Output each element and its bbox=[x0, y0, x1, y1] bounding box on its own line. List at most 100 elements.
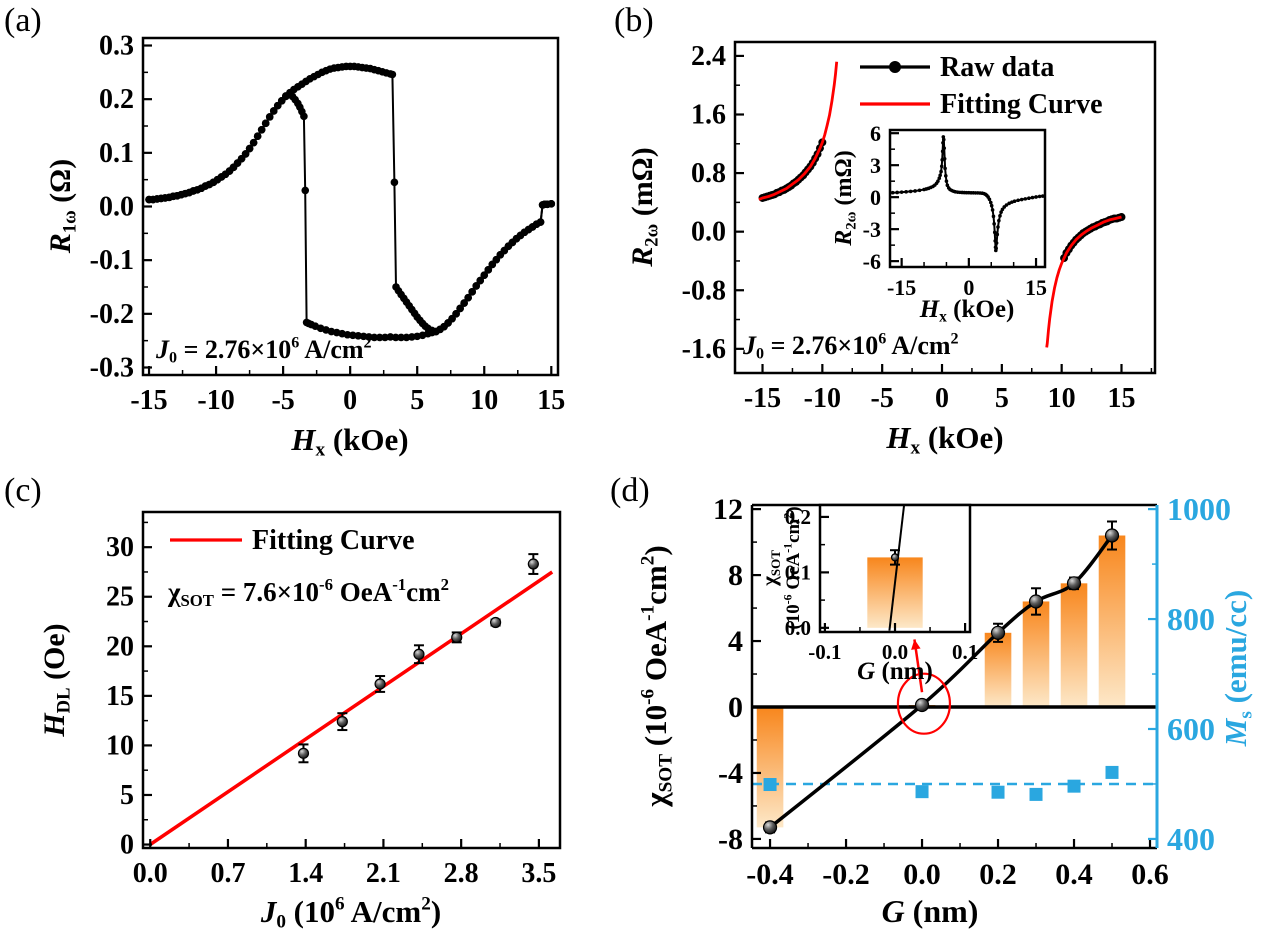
x-tick-label: 0.0 bbox=[903, 858, 941, 891]
x-tick-label: 0.0 bbox=[882, 640, 908, 664]
x-tick-label: 0.1 bbox=[952, 640, 978, 664]
y-tick-label: -0.8 bbox=[682, 275, 726, 306]
x-tick-label: 2.1 bbox=[366, 858, 401, 889]
y-tick-label: 10 bbox=[106, 730, 134, 761]
y-tick-label: 0.0 bbox=[691, 216, 726, 247]
panel-label-a: (a) bbox=[4, 2, 42, 39]
x-tick-label: -0.2 bbox=[822, 858, 870, 891]
panel-a: -15 -10 -5 0 5 10 15 0.3 0.2 0.1 0.0 -0.1 -0.2 -0.3 J0… bbox=[44, 30, 565, 461]
y-tick-label: -1.6 bbox=[682, 333, 726, 364]
x-axis-label: J0 (106 A/cm2) bbox=[260, 894, 441, 933]
y-tick-label: 0.1 bbox=[785, 560, 811, 584]
x-tick-label: 15 bbox=[1107, 383, 1135, 414]
x-tick-label: 10 bbox=[470, 385, 498, 416]
x-tick-label: 1.4 bbox=[288, 858, 323, 889]
y-tick-label: 25 bbox=[106, 581, 134, 612]
y-tick-label: -0.2 bbox=[90, 298, 134, 329]
y-tick-label: 4 bbox=[728, 625, 743, 658]
x-tick-label: -10 bbox=[197, 385, 234, 416]
legend-label: Fitting Curve bbox=[252, 525, 415, 556]
x-axis-label: Hx (kOe) bbox=[885, 420, 1003, 459]
x-tick-label: -5 bbox=[271, 385, 294, 416]
x-tick-label: 2.8 bbox=[444, 858, 479, 889]
y-tick-label: 0.2 bbox=[99, 84, 134, 115]
y-tick-label: 12 bbox=[713, 493, 743, 526]
series-sweep-from-negative-branch bbox=[145, 62, 556, 336]
x-tick-label: -0.1 bbox=[808, 640, 841, 664]
annotation: J0 = 2.76×106 A/cm2 bbox=[155, 335, 372, 367]
y-axis-label-line-2: (10-6 OeA-1cm2) bbox=[781, 506, 804, 629]
series-raw-data-negative-field bbox=[758, 138, 827, 202]
x-tick-label: 15 bbox=[537, 385, 565, 416]
y2-axis-label: Ms (emu/cc) bbox=[1218, 590, 1257, 747]
panel-label-d: (d) bbox=[610, 472, 650, 509]
y-axis-label: χSOT (10-6 OeA-1cm2) bbox=[638, 545, 677, 807]
y-tick-label: 0 bbox=[728, 691, 743, 724]
y-tick-label: 2.4 bbox=[691, 40, 726, 71]
y-tick-label: 20 bbox=[106, 631, 134, 662]
y-tick-label: -0.1 bbox=[90, 245, 134, 276]
x-tick-label: -15 bbox=[744, 383, 781, 414]
series-raw-data-positive-field bbox=[1060, 213, 1126, 263]
legend-marker-icon bbox=[889, 61, 901, 73]
series-zero-gap-bar bbox=[867, 557, 923, 628]
series-damping-like-field-vs-current bbox=[297, 553, 539, 764]
y-tick-label: -0.3 bbox=[90, 352, 134, 383]
y-tick-label: 1.6 bbox=[691, 99, 726, 130]
series-fitting-curve bbox=[149, 570, 554, 846]
y-tick-label: 30 bbox=[106, 532, 134, 563]
y2-tick-label: 800 bbox=[1167, 601, 1215, 637]
x-tick-label: -10 bbox=[804, 383, 841, 414]
legend-entry-raw-data: Raw data bbox=[860, 52, 1054, 83]
y-tick-label: 5 bbox=[120, 779, 134, 810]
y-tick-label: 0.8 bbox=[691, 158, 726, 189]
y-tick-label: 0.1 bbox=[99, 137, 134, 168]
panel-d: -0.4 -0.2 0.0 0.2 0.4 0.6 12 8 4 0 -4 -8 1000 800 600 4… bbox=[638, 491, 1257, 929]
y-tick-label: 0 bbox=[120, 829, 134, 860]
legend-entry-fitting-curve: Fitting Curve bbox=[860, 89, 1103, 120]
x-tick-label: 0.4 bbox=[1055, 858, 1093, 891]
y-axis-label-line-1: χSOT bbox=[757, 550, 783, 587]
x-tick-label: 0.7 bbox=[210, 858, 245, 889]
y2-tick-label: 400 bbox=[1167, 821, 1215, 857]
annotation: χSOT = 7.6×10-6 OeA-1cm2 bbox=[167, 575, 449, 610]
x-tick-label: -5 bbox=[871, 383, 894, 414]
annotation: J0 = 2.76×106 A/cm2 bbox=[742, 331, 959, 363]
x-tick-label: 5 bbox=[410, 385, 424, 416]
panel-label-b: (b) bbox=[614, 2, 654, 39]
y-tick-label: 8 bbox=[728, 559, 743, 592]
y-tick-label: -8 bbox=[718, 822, 743, 855]
y-tick-label: 0.0 bbox=[99, 191, 134, 222]
y-tick-label: -4 bbox=[718, 756, 743, 789]
panel-b-inset: -15 0 15 6 3 0 -3 -6 Hx (kOe) R2ω (mΩ) bbox=[831, 121, 1047, 326]
y-tick-label: -3 bbox=[863, 217, 881, 242]
y-tick-label: 15 bbox=[106, 680, 134, 711]
series-fitting-curve-negative-field bbox=[758, 61, 839, 201]
panel-d-inset: -0.1 0.0 0.10.20.10.0G (nm)χSOT(10-6 OeA-1… bbox=[757, 503, 978, 685]
panel-c: 0.0 0.7 1.4 2.1 2.8 3.5 30 25 20 15 10 5 0 χSOT = 7.6… bbox=[38, 510, 562, 933]
y-tick-label: 6 bbox=[870, 121, 881, 146]
x-tick-label: -15 bbox=[130, 385, 167, 416]
series-saturation-magnetization bbox=[763, 765, 1119, 801]
x-tick-label: 0.0 bbox=[133, 858, 168, 889]
y-axis-label: R2ω (mΩ) bbox=[626, 147, 662, 267]
series-fitting-curve-positive-field bbox=[1045, 215, 1122, 348]
series-zero-gap-point bbox=[890, 549, 900, 566]
legend-label: Raw data bbox=[940, 52, 1054, 83]
series-zero-gap-trend-line bbox=[888, 504, 906, 631]
y-axis-label: R2ω (mΩ) bbox=[831, 150, 859, 247]
y-tick-label: 0.0 bbox=[785, 616, 811, 640]
x-tick-label: 0 bbox=[343, 385, 357, 416]
y-tick-label: 0 bbox=[870, 185, 881, 210]
x-axis-label: G (nm) bbox=[882, 893, 979, 929]
panel-label-c: (c) bbox=[4, 472, 42, 509]
series-chi-sot-points bbox=[762, 520, 1120, 835]
y-tick-label: 0.3 bbox=[99, 30, 134, 61]
x-tick-label: 0 bbox=[935, 383, 949, 414]
legend-label: Fitting Curve bbox=[940, 89, 1103, 120]
zero-gap-highlight-circle bbox=[896, 672, 952, 735]
x-axis-label: Hx (kOe) bbox=[919, 296, 1015, 326]
series-second-harmonic-full-sweep bbox=[890, 135, 1045, 253]
